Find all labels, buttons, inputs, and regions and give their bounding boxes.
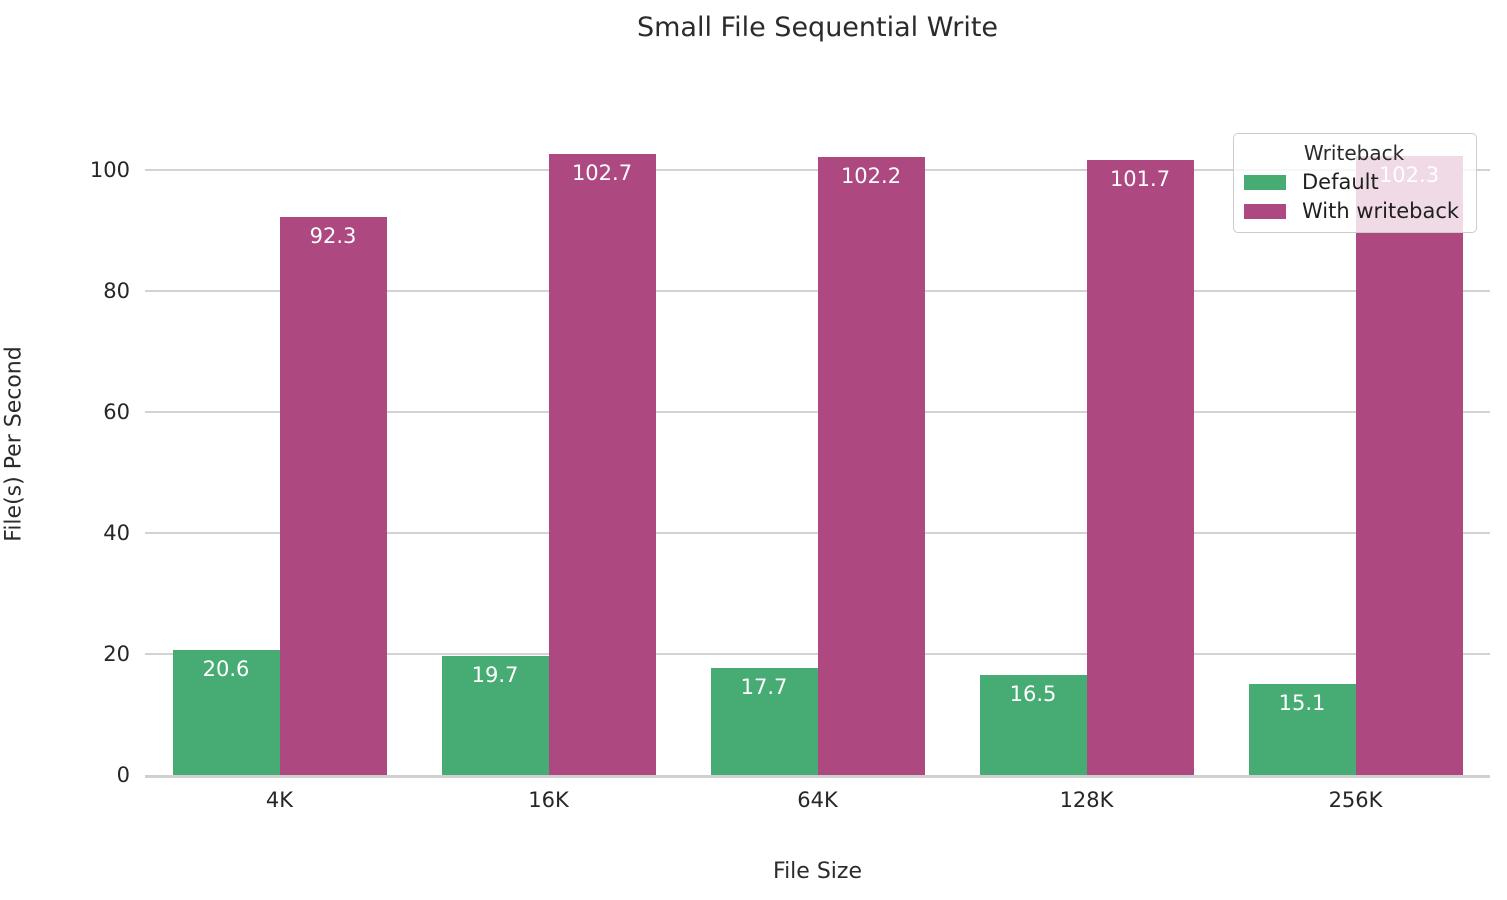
legend: Writeback Default With writeback — [1233, 133, 1477, 233]
x-axis-line — [145, 775, 1490, 778]
x-axis-label: File Size — [773, 859, 862, 884]
x-tick-label-16K: 16K — [528, 788, 569, 812]
bar-256K-default: 15.1 — [1248, 683, 1356, 775]
plot-area: 20.6 92.3 19.7 102.7 17.7 102.2 16.5 101.7 15.1 1… — [145, 113, 1490, 778]
chart-title: Small File Sequential Write — [636, 12, 999, 43]
bar-value-label: 92.3 — [309, 223, 357, 248]
default-series-swatch-icon — [1244, 174, 1286, 190]
bar-16K-with-writeback: 102.7 — [548, 153, 656, 775]
legend-item-default: Default — [1244, 170, 1464, 194]
bar-value-label: 20.6 — [202, 657, 250, 682]
legend-label-default: Default — [1302, 170, 1379, 194]
y-tick-label-60: 60 — [103, 400, 130, 424]
bar-value-label: 17.7 — [740, 674, 788, 699]
bar-256K-with-writeback: 102.3 — [1355, 156, 1463, 775]
writeback-series-swatch-icon — [1244, 203, 1286, 219]
bar-128K-default: 16.5 — [979, 675, 1087, 775]
bar-4K-default: 20.6 — [172, 650, 280, 775]
x-tick-label-4K: 4K — [265, 788, 294, 812]
y-tick-label-20: 20 — [103, 642, 130, 666]
x-tick-label-256K: 256K — [1328, 788, 1383, 812]
legend-item-with-writeback: With writeback — [1244, 199, 1464, 223]
bar-value-label: 102.2 — [840, 163, 902, 188]
bar-64K-default: 17.7 — [710, 667, 818, 775]
y-axis-label: File(s) Per Second — [1, 346, 27, 542]
bar-value-label: 19.7 — [471, 662, 519, 687]
y-tick-label-0: 0 — [116, 763, 130, 787]
bar-value-label: 15.1 — [1278, 690, 1326, 715]
bar-128K-with-writeback: 101.7 — [1086, 159, 1194, 775]
legend-title: Writeback — [1303, 141, 1405, 165]
y-tick-label-40: 40 — [103, 521, 130, 545]
x-tick-label-64K: 64K — [797, 788, 838, 812]
bar-value-label: 102.7 — [571, 160, 633, 185]
bar-4K-with-writeback: 92.3 — [279, 216, 387, 775]
x-tick-label-128K: 128K — [1059, 788, 1114, 812]
y-tick-label-80: 80 — [103, 279, 130, 303]
y-tick-label-100: 100 — [89, 158, 130, 182]
bar-value-label: 101.7 — [1109, 166, 1171, 191]
bar-value-label: 16.5 — [1009, 682, 1057, 707]
bar-64K-with-writeback: 102.2 — [817, 156, 925, 775]
bar-16K-default: 19.7 — [441, 655, 549, 775]
legend-label-with-writeback: With writeback — [1302, 199, 1460, 223]
